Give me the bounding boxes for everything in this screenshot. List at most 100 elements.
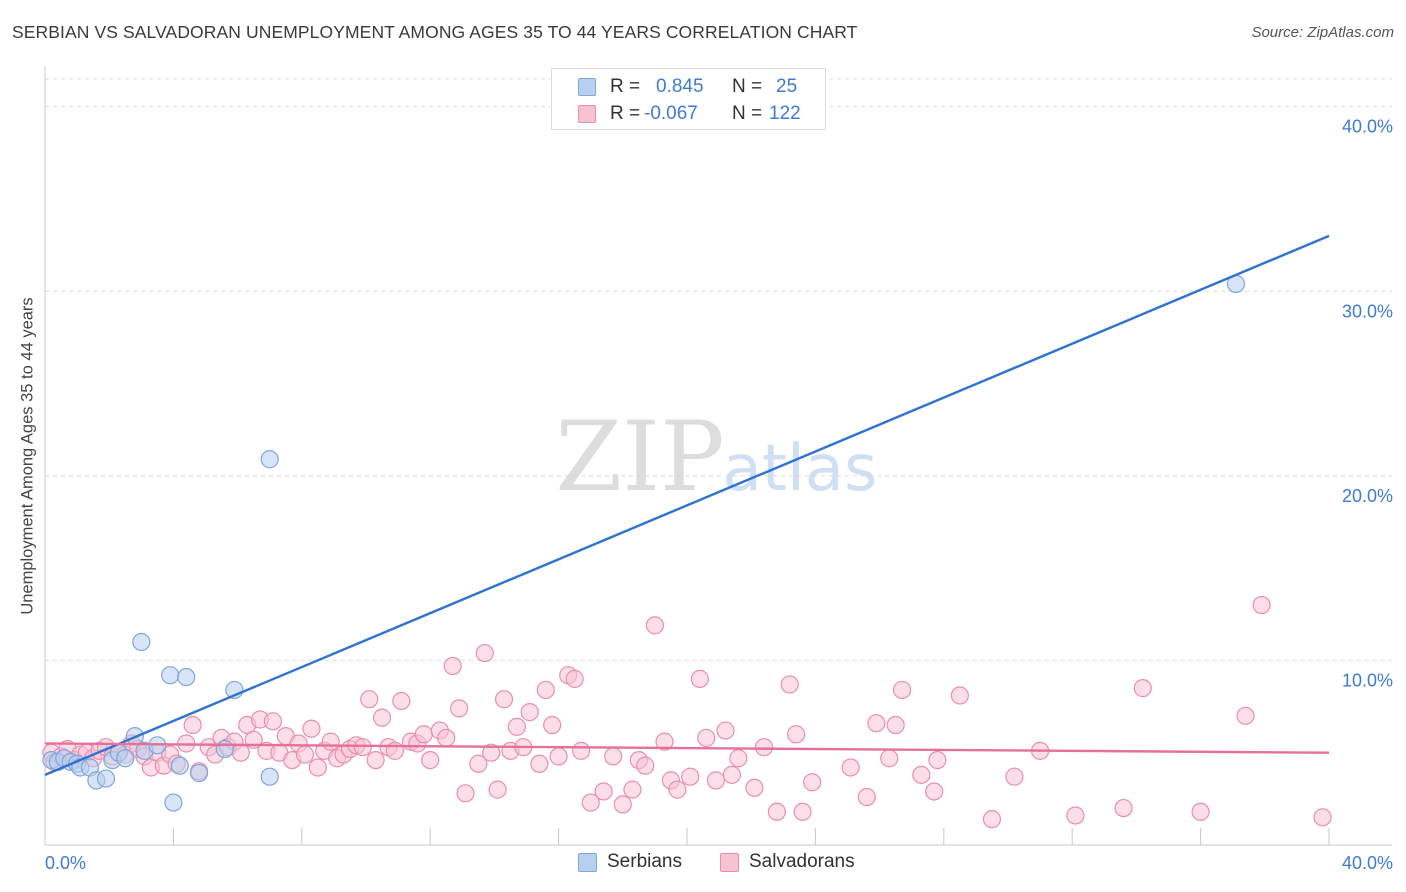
legend-r-value: -0.067 <box>644 103 698 124</box>
gridlines <box>45 78 1392 661</box>
salvadoran-point <box>793 802 812 821</box>
salvadoran-point <box>353 738 372 757</box>
salvadoran-point <box>745 778 764 797</box>
salvadoran-point <box>925 782 944 801</box>
salvadoran-point <box>787 725 806 744</box>
salvadoran-point <box>321 732 340 751</box>
x-tick-label: 0.0% <box>45 853 86 873</box>
salvadoran-point <box>231 743 250 762</box>
salvadoran-point <box>780 675 799 694</box>
salvadoran-point <box>482 743 501 762</box>
serbian-point <box>189 763 209 783</box>
legend-item-serbians: Serbians <box>578 851 682 873</box>
serbian-point <box>170 756 189 775</box>
salvadoran-point <box>655 732 674 751</box>
salvadoran-point <box>581 793 600 812</box>
salvadoran-point <box>1313 808 1332 827</box>
serbian-point <box>161 666 180 685</box>
salvadoran-point <box>697 728 716 748</box>
y-axis-label: Unemployment Among Ages 35 to 44 years <box>18 297 37 615</box>
salvadoran-point <box>1236 706 1255 725</box>
salvadoran-point <box>886 715 905 735</box>
salvadoran-point <box>645 616 665 635</box>
salvadoran-point <box>613 795 632 814</box>
y-tick-label: 20.0% <box>1342 486 1393 506</box>
legend-swatch-salvadorans <box>720 852 739 872</box>
salvadoran-point <box>729 749 748 768</box>
legend-n-label: N = <box>732 76 763 97</box>
salvadoran-point <box>183 715 202 735</box>
salvadoran-point <box>507 717 526 736</box>
legend-label-serbians: Serbians <box>607 851 682 872</box>
salvadoran-trend-line <box>44 742 1330 754</box>
salvadoran-point <box>520 703 539 722</box>
chart-title: SERBIAN VS SALVADORAN UNEMPLOYMENT AMONG… <box>12 22 858 42</box>
serbian-point <box>164 793 183 812</box>
salvadoran-point <box>494 690 514 709</box>
axes <box>44 66 1392 846</box>
serbian-point <box>132 632 151 652</box>
salvadoran-point <box>456 784 475 803</box>
serbian-point <box>177 667 196 687</box>
salvadoran-point <box>372 708 392 727</box>
salvadoran-point <box>912 765 931 784</box>
salvadoran-point <box>1066 806 1085 825</box>
salvadoran-point <box>690 669 709 688</box>
legend-r-label: R = <box>610 76 641 97</box>
salvadoran-point <box>571 741 591 760</box>
salvadoran-point <box>594 782 613 801</box>
salvadoran-point <box>360 690 379 709</box>
legend-item-salvadorans: Salvadorans <box>720 851 855 873</box>
salvadoran-point <box>803 773 822 792</box>
salvadoran-point <box>623 780 642 799</box>
watermark-atlas: atlas <box>723 432 878 506</box>
salvadoran-point <box>449 699 469 718</box>
salvadoran-point <box>668 780 687 799</box>
salvadoran-point <box>857 787 876 807</box>
salvadoran-point <box>1005 767 1024 786</box>
serbian-point <box>260 767 279 786</box>
correlation-legend: R = 0.845 N = 25 R = -0.067 N = 122 <box>551 68 826 130</box>
salvadoran-point <box>308 758 327 777</box>
legend-n-value: 122 <box>769 103 801 124</box>
tick-labels: 10.0% 20.0% 30.0% 40.0% 0.0% 40.0% <box>45 117 1393 873</box>
trend-lines <box>44 234 1330 776</box>
salvadoran-point <box>443 656 462 676</box>
salvadoran-point <box>950 686 969 705</box>
y-tick-label: 30.0% <box>1342 301 1393 321</box>
data-points <box>42 274 1332 829</box>
salvadoran-point <box>1133 679 1152 698</box>
salvadoran-point <box>488 780 507 799</box>
salvadoran-point <box>604 747 623 766</box>
salvadoran-point <box>880 749 899 768</box>
salvadoran-point <box>469 754 488 773</box>
salvadoran-point <box>841 758 860 777</box>
salvadoran-point <box>1114 798 1133 818</box>
x-tick-label: 40.0% <box>1342 853 1393 873</box>
salvadoran-point <box>421 750 440 770</box>
legend-swatch-serbians <box>578 852 597 872</box>
serbian-trend-line <box>44 234 1330 776</box>
salvadoran-point <box>475 643 494 663</box>
salvadoran-point <box>636 756 655 775</box>
salvadoran-point <box>549 747 568 766</box>
watermark-zip: ZIP <box>555 401 724 513</box>
salvadoran-point <box>263 712 283 731</box>
legend-label-salvadorans: Salvadorans <box>749 851 855 872</box>
serbian-point <box>96 769 116 788</box>
salvadoran-point <box>295 745 315 764</box>
salvadoran-point <box>302 719 321 738</box>
y-tick-label: 40.0% <box>1342 117 1393 137</box>
salvadoran-point <box>530 754 549 773</box>
watermark: ZIP atlas <box>555 401 877 513</box>
salvadoran-point <box>892 680 912 700</box>
serbian-point <box>260 450 279 469</box>
salvadoran-point <box>928 750 947 770</box>
salvadoran-point <box>754 738 774 757</box>
series-legend: Serbians Salvadorans <box>0 851 1406 877</box>
salvadoran-point <box>1191 802 1210 821</box>
salvadoran-point <box>1252 595 1271 615</box>
source-note: Source: ZipAtlas.com <box>1251 24 1394 41</box>
salvadoran-point <box>767 802 786 821</box>
salvadoran-point <box>543 715 562 735</box>
